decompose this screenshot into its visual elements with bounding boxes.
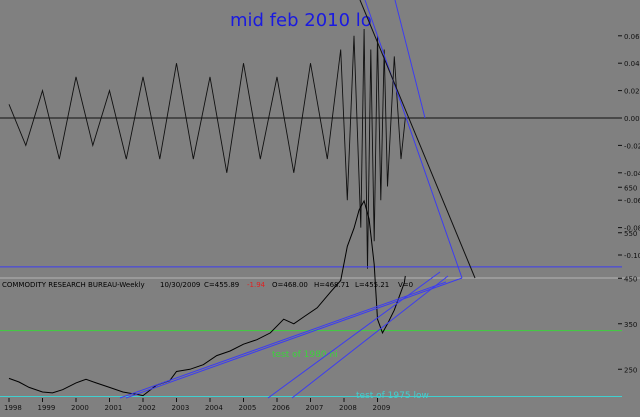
reference-lines: [0, 266, 622, 398]
crb-price-series: [8, 199, 406, 397]
x-tick-4: 2002: [138, 404, 156, 412]
lower-y-tick-0: 650: [624, 184, 637, 192]
header-high: H=468.71: [314, 281, 350, 289]
upper-y-tick-5: -0.04: [624, 170, 640, 178]
lower-y-tick-4: 250: [624, 366, 637, 374]
reference-label-1980-hi: test of 1980 hi: [272, 350, 338, 360]
reference-label-1975-low: test of 1975 low: [356, 391, 429, 401]
x-tick-2: 2000: [71, 404, 89, 412]
x-tick-6: 2004: [205, 404, 223, 412]
lower-x-ticks: 1998 1999 2000 2001 2002 2003 2004 2005 2006 2007…: [4, 398, 390, 412]
x-tick-10: 2008: [339, 404, 357, 412]
trend-line-4: [267, 271, 441, 399]
upper-title: mid feb 2010 lo: [230, 10, 372, 31]
upper-y-tick-1: 0.04: [624, 60, 640, 68]
upper-pane: 0.06 0.04 0.02 0.00 -0.02 -0.04 -0.06 -0.08 -0.1…: [0, 10, 640, 269]
trend-line-1: [364, 0, 463, 279]
header-low: L=455.21: [355, 281, 389, 289]
oscillator-series: [8, 28, 406, 269]
upper-y-tick-7: -0.08: [624, 225, 640, 233]
header-date: 10/30/2009: [160, 281, 200, 289]
x-tick-1: 1999: [38, 404, 56, 412]
header-volume: V=0: [398, 281, 413, 289]
x-tick-0: 1998: [4, 404, 22, 412]
x-tick-7: 2005: [239, 404, 257, 412]
trend-line-3: [125, 277, 463, 399]
upper-y-ticks: 0.06 0.04 0.02 0.00 -0.02 -0.04 -0.06 -0.08 -0.1…: [618, 33, 640, 260]
trend-line-7: [359, 0, 476, 279]
trend-line-2: [394, 0, 426, 119]
x-tick-8: 2006: [272, 404, 290, 412]
upper-y-tick-3: 0.00: [624, 115, 640, 123]
lower-y-tick-1: 550: [624, 230, 637, 238]
x-tick-5: 2003: [172, 404, 190, 412]
upper-y-tick-6: -0.06: [624, 197, 640, 205]
trend-line-6: [119, 281, 447, 399]
lower-y-ticks: 650 550 450 350 250: [618, 184, 637, 374]
upper-y-tick-2: 0.02: [624, 88, 640, 96]
trend-lines: [119, 0, 476, 399]
lower-y-tick-2: 450: [624, 275, 637, 283]
x-tick-3: 2001: [105, 404, 123, 412]
x-tick-9: 2007: [306, 404, 324, 412]
lower-header: COMMODITY RESEARCH BUREAU-Weekly 10/30/2…: [2, 281, 413, 289]
header-change: -1.94: [247, 281, 266, 289]
upper-y-tick-0: 0.06: [624, 33, 640, 41]
lower-title: COMMODITY RESEARCH BUREAU-Weekly: [2, 281, 145, 289]
upper-y-tick-4: -0.02: [624, 142, 640, 150]
header-close: C=455.89: [204, 281, 239, 289]
x-tick-11: 2009: [373, 404, 391, 412]
header-open: O=468.00: [272, 281, 308, 289]
trend-line-5: [291, 275, 449, 399]
lower-y-tick-3: 350: [624, 321, 637, 329]
upper-y-tick-8: -0.10: [624, 252, 640, 260]
lower-pane: 650 550 450 350 250 1998 1999 2000 2001 2002 2003…: [0, 184, 637, 412]
